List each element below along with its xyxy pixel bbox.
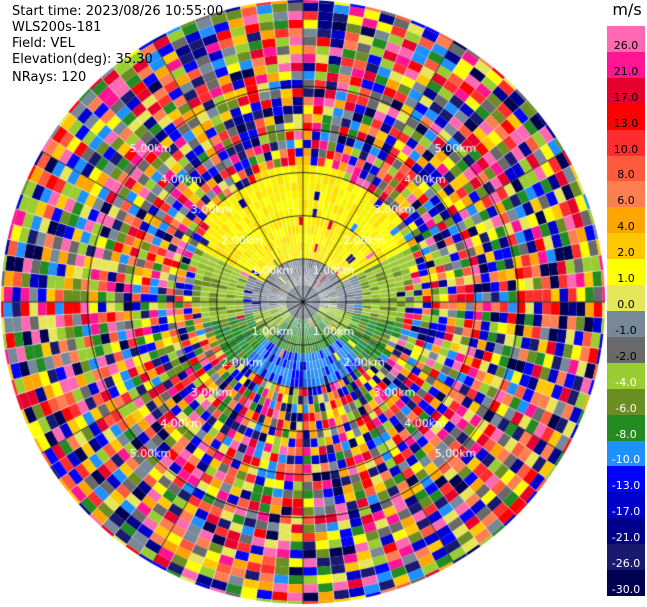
colorbar-segment — [607, 570, 645, 597]
colorbar-segment — [607, 155, 645, 182]
colorbar-segment — [607, 181, 645, 208]
colorbar-segment — [607, 362, 645, 390]
nrays-label: NRays: 120 — [12, 70, 87, 85]
colorbar-unit: m/s — [612, 0, 642, 19]
colorbar-segment — [607, 311, 645, 338]
colorbar-tick-label: 17.0 — [613, 90, 639, 104]
colorbar-tick-label: -26.0 — [611, 557, 641, 571]
colorbar-tick-label: 6.0 — [617, 194, 635, 208]
colorbar-segment — [607, 259, 645, 286]
colorbar-tick-label: -1.0 — [615, 323, 637, 337]
colorbar-segment — [607, 26, 645, 53]
colorbar-segment — [607, 440, 645, 467]
instrument-label: WLS200s-181 — [12, 20, 102, 35]
colorbar-tick-label: -4.0 — [615, 375, 637, 389]
colorbar-segment — [607, 129, 645, 157]
colorbar-segment — [607, 492, 645, 519]
elevation-label: Elevation(deg): 35.30 — [12, 52, 153, 67]
colorbar-tick-label: -2.0 — [615, 349, 637, 363]
colorbar-segment — [607, 518, 645, 545]
ppi-velocity-plot — [0, 0, 607, 607]
colorbar-segment — [607, 544, 645, 571]
colorbar-segment — [607, 103, 645, 131]
colorbar-tick-label: 0.0 — [617, 298, 635, 311]
colorbar-segment — [607, 388, 645, 416]
colorbar-tick-label: 21.0 — [613, 64, 639, 78]
colorbar-tick-label: 4.0 — [617, 220, 635, 234]
colorbar-segment — [607, 51, 645, 79]
colorbar-segment — [607, 466, 645, 493]
start-time-label: Start time: 2023/08/26 10:55:00 — [12, 4, 224, 19]
colorbar-tick-label: 26.0 — [613, 38, 639, 52]
colorbar-tick-label: 10.0 — [613, 142, 639, 156]
colorbar-tick-label: -30.0 — [611, 583, 641, 596]
colorbar-segment — [607, 207, 645, 234]
colorbar-segment — [607, 233, 645, 260]
colorbar-tick-label: 13.0 — [613, 116, 639, 130]
colorbar-tick-label: -10.0 — [611, 453, 641, 467]
colorbar-segment — [607, 77, 645, 105]
colorbar-tick-label: 8.0 — [617, 168, 635, 182]
colorbar-tick-label: 2.0 — [617, 246, 635, 260]
colorbar-tick-label: -8.0 — [615, 427, 637, 441]
colorbar-segment — [607, 414, 645, 442]
colorbar-tick-label: 1.0 — [617, 272, 635, 286]
colorbar-tick-label: -13.0 — [611, 479, 641, 493]
colorbar-segment — [607, 336, 645, 364]
field-label: Field: VEL — [12, 36, 75, 51]
colorbar-tick-label: -17.0 — [611, 505, 641, 519]
colorbar-tick-label: -21.0 — [611, 531, 641, 545]
colorbar-tick-label: -6.0 — [615, 401, 637, 415]
colorbar-segment — [607, 285, 645, 312]
